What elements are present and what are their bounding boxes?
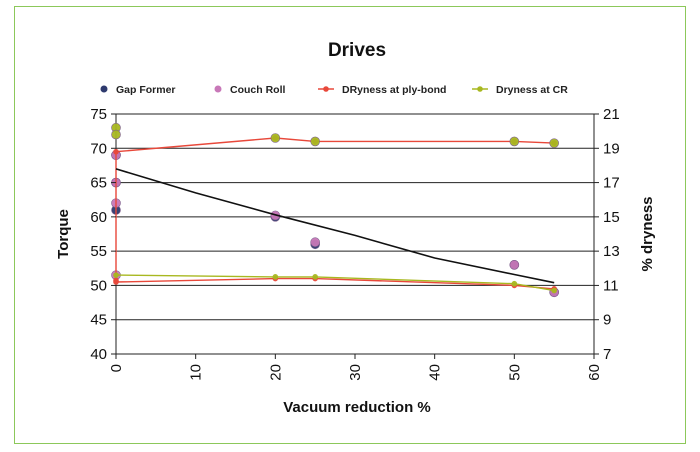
y-tick-label: 40 (90, 346, 107, 363)
y2-tick-label: 17 (603, 175, 620, 192)
y-axis-left: 40 45 50 55 60 65 70 75 (90, 106, 116, 363)
legend-label: DRyness at ply-bond (342, 84, 446, 96)
y-axis-right: 7 9 11 13 15 17 19 21 (594, 106, 620, 363)
series-line (115, 137, 555, 281)
y-tick-label: 45 (90, 312, 107, 329)
y2-tick-label: 21 (603, 106, 620, 123)
chart-frame (14, 6, 686, 444)
y-tick-label: 70 (90, 140, 107, 157)
gridlines (115, 113, 595, 355)
y2-tick-label: 9 (603, 312, 611, 329)
legend-item: DRyness at ply-bond (318, 84, 446, 96)
series-couch-roll (111, 150, 559, 298)
y2-tick-label: 13 (603, 243, 620, 260)
x-tick-label: 50 (506, 364, 523, 381)
plot-area (111, 122, 559, 298)
y2-tick-label: 19 (603, 140, 620, 157)
legend-item: Gap Former (100, 84, 176, 96)
legend-label: Couch Roll (230, 84, 285, 96)
y-tick-label: 60 (90, 209, 107, 226)
series-line (115, 277, 555, 290)
x-axis-title: Vacuum reduction % (283, 399, 431, 416)
y2-tick-label: 11 (603, 277, 619, 294)
y-axis-title: Torque (55, 209, 72, 259)
y-tick-label: 75 (90, 106, 107, 123)
legend-label: Gap Former (116, 84, 176, 96)
data-point (509, 260, 520, 270)
chart-title: Drives (328, 40, 386, 61)
data-point (312, 274, 318, 280)
data-point (113, 272, 119, 278)
legend: Gap Former Couch Roll DRyness at ply-bond D… (100, 84, 568, 96)
y2-tick-label: 15 (603, 209, 620, 226)
y-tick-label: 55 (90, 243, 107, 260)
x-tick-label: 40 (427, 364, 444, 381)
data-point (113, 279, 119, 285)
legend-marker (214, 85, 222, 93)
y-tick-label: 65 (90, 175, 107, 192)
data-point (270, 133, 281, 143)
data-point (111, 129, 121, 140)
x-tick-label: 20 (267, 364, 284, 381)
y2-axis-title: % dryness (639, 196, 656, 271)
data-point (272, 274, 279, 280)
data-point (310, 237, 320, 248)
x-tick-label: 60 (586, 364, 603, 381)
series-line (115, 274, 555, 292)
y-tick-label: 50 (90, 277, 107, 294)
legend-marker (100, 85, 108, 93)
series-dryness-at-ply-bond (113, 135, 557, 284)
data-point (113, 148, 119, 155)
data-point (511, 280, 518, 287)
legend-item: Dryness at CR (472, 84, 568, 96)
series-line (115, 168, 555, 284)
legend-marker (477, 86, 483, 92)
x-tick-label: 30 (347, 364, 364, 381)
series-dryness-at-cr (111, 122, 559, 148)
x-tick-label: 10 (188, 364, 205, 381)
x-tick-label: 0 (108, 364, 125, 372)
series-dryness-at-cr (113, 272, 557, 294)
legend-label: Dryness at CR (496, 84, 568, 96)
series-trend (115, 168, 555, 284)
x-axis: 0 10 20 30 40 50 60 (108, 354, 603, 381)
data-point (551, 287, 557, 294)
data-point (310, 136, 320, 147)
legend-marker (323, 86, 329, 92)
legend-item: Couch Roll (214, 84, 285, 96)
data-point (509, 136, 520, 147)
series-gap-former (111, 150, 559, 298)
data-point (549, 138, 559, 148)
y2-tick-label: 7 (603, 346, 611, 363)
